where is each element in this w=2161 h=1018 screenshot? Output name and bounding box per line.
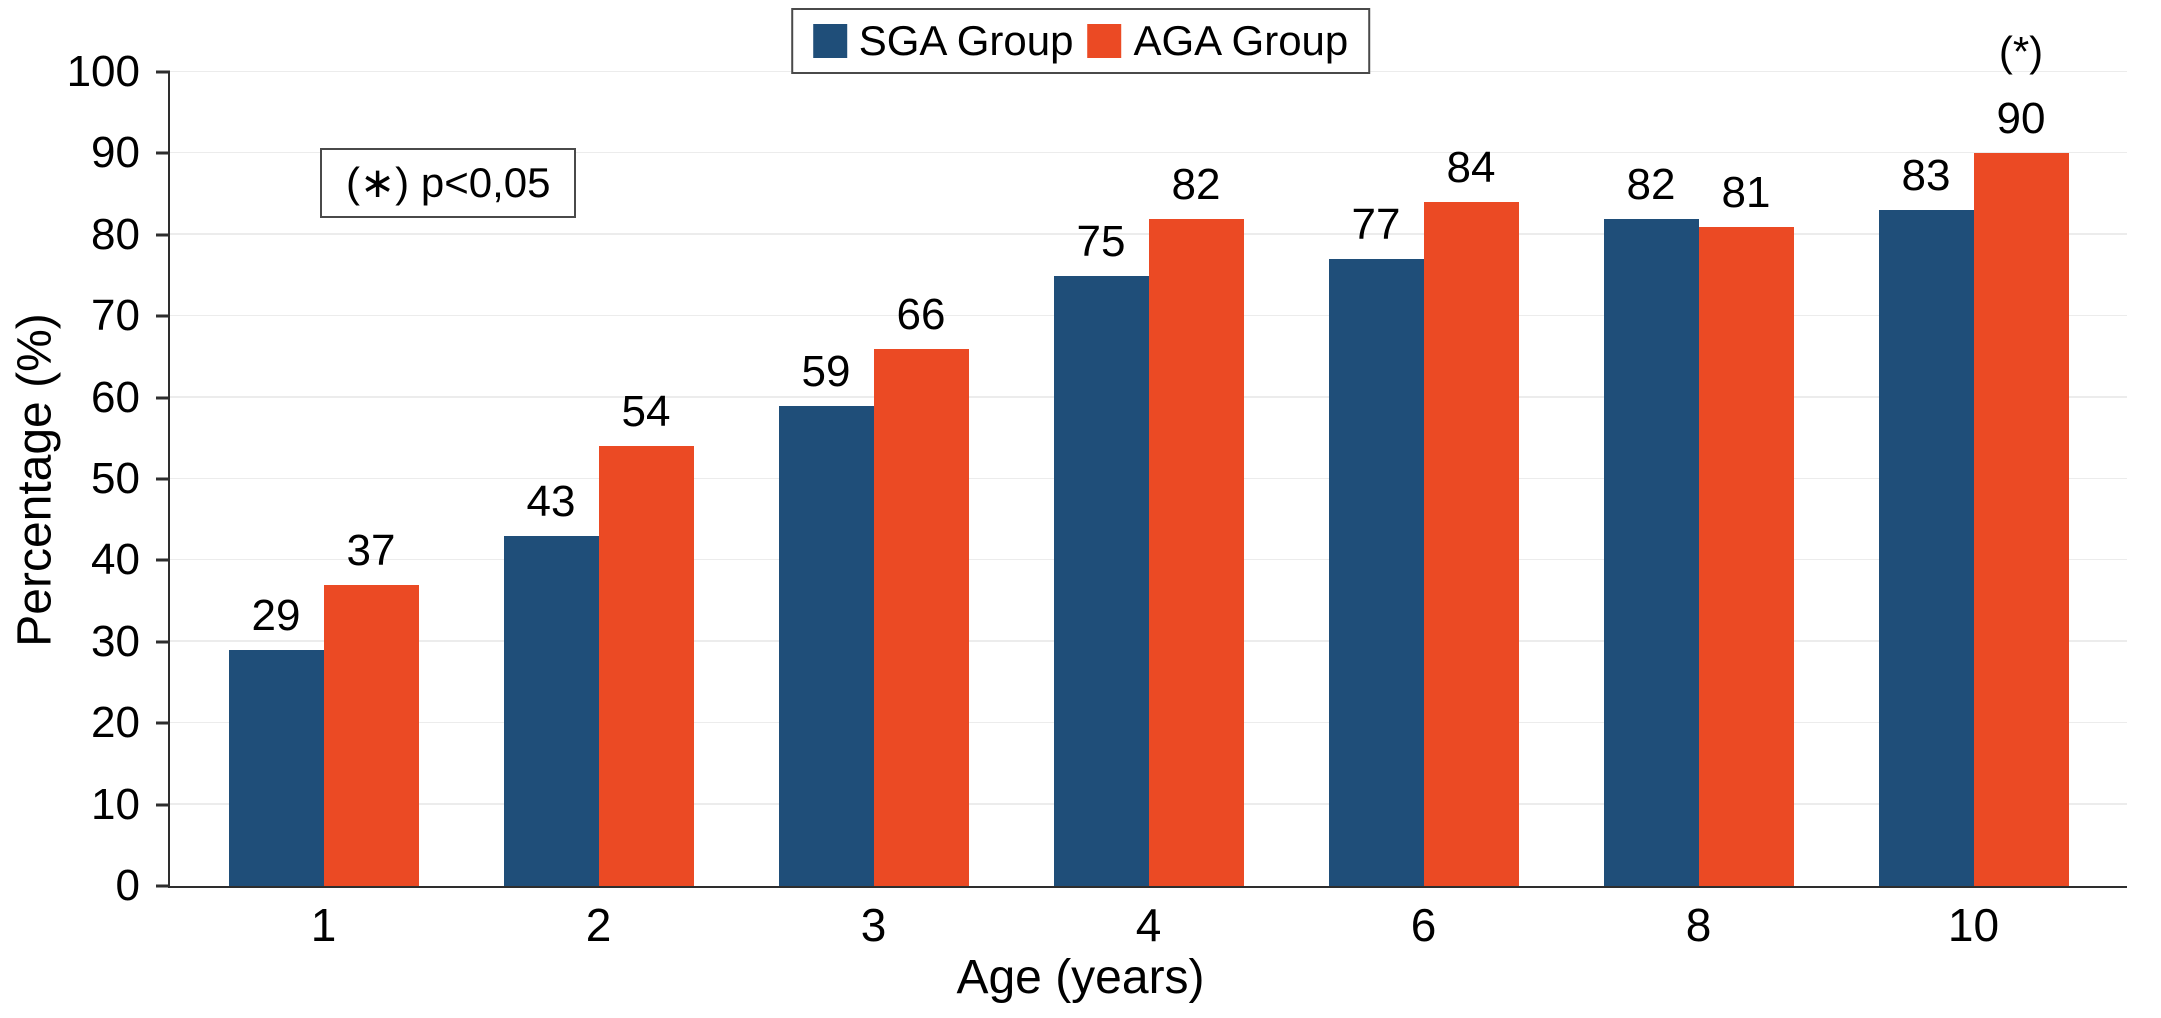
y-tick-label: 10 [91, 779, 140, 829]
bar-value-label: 66 [896, 289, 946, 339]
bar-value-label: 82 [1171, 159, 1221, 209]
y-tick-label: 30 [91, 616, 140, 666]
bar-value-label: 54 [621, 387, 671, 437]
sga-bar: 75 [1053, 219, 1149, 886]
legend-item-sga: SGA Group [812, 17, 1074, 64]
bar-value-label: 90 [1996, 94, 2046, 144]
y-tick-mark [156, 151, 170, 155]
y-tick-label: 90 [91, 128, 140, 178]
y-tick-mark [156, 721, 170, 725]
y-axis-title: Percentage (%) [8, 313, 62, 647]
legend-label-aga: AGA Group [1133, 17, 1349, 64]
y-tick-mark [156, 803, 170, 807]
y-tick-label: 70 [91, 291, 140, 341]
bar-group: 77 84 6 [1328, 72, 1519, 948]
aga-bar: 37 [323, 528, 419, 886]
sga-bar: 43 [503, 479, 599, 886]
y-tick-mark [156, 640, 170, 644]
x-tick-label: 8 [1685, 899, 1712, 951]
y-axis-title-container: Percentage (%) [0, 72, 70, 888]
y-tick-mark [156, 396, 170, 400]
bar-group: 83 90 (*) 10 [1878, 31, 2069, 948]
y-tick-mark [156, 884, 170, 888]
bar-group: 82 81 8 [1603, 72, 1794, 948]
significance-marker: (*) [1998, 28, 2044, 76]
y-tick-mark [156, 233, 170, 237]
y-tick-mark [156, 70, 170, 74]
aga-bar: 66 [873, 292, 969, 886]
sga-swatch-icon [812, 24, 847, 59]
bar-value-label: 82 [1626, 159, 1676, 209]
sga-bar: 59 [778, 349, 874, 886]
plot-area: 0 10 20 30 40 50 60 70 80 90 100 29 37 1 43 54 2 59 66 3 75… [67, 31, 2127, 948]
significance-note: (∗) p<0,05 [320, 148, 577, 219]
bar-value-label: 81 [1721, 167, 1771, 217]
bar-group: 29 37 1 [228, 72, 419, 948]
bar-group: 59 66 3 [778, 72, 969, 948]
legend-item-aga: AGA Group [1087, 17, 1349, 64]
x-tick-label: 3 [860, 899, 887, 951]
y-tick-label: 100 [66, 47, 140, 96]
y-tick-label: 50 [91, 454, 140, 503]
bar-value-label: 29 [251, 590, 301, 640]
gridline [170, 151, 2127, 154]
legend-label-sga: SGA Group [858, 17, 1074, 64]
y-tick-mark [156, 558, 170, 562]
x-tick-label: 10 [1947, 899, 2000, 951]
bar-value-label: 43 [526, 476, 576, 526]
sga-bar: 77 [1328, 203, 1424, 886]
legend: SGA Group AGA Group [790, 8, 1371, 75]
y-tick-label: 0 [115, 861, 140, 910]
y-tick-label: 20 [91, 698, 140, 748]
bar-value-label: 77 [1351, 200, 1401, 250]
bar-group: 43 54 2 [503, 72, 694, 948]
y-tick-mark [156, 477, 170, 481]
bar-value-label: 75 [1076, 216, 1126, 266]
bar-value-label: 84 [1446, 143, 1496, 193]
bar-groups: 29 37 1 43 54 2 59 66 3 75 82 4 77 84 6 82 81 8 83 90 (*) 10 [170, 31, 2127, 948]
y-tick-label: 40 [91, 535, 140, 585]
sga-bar: 82 [1603, 162, 1699, 886]
bar-value-label: 59 [801, 346, 851, 396]
aga-swatch-icon [1087, 24, 1122, 59]
sga-bar: 83 [1878, 154, 1974, 886]
x-axis-title: Age (years) [956, 951, 1205, 1004]
x-tick-label: 6 [1410, 899, 1437, 951]
aga-bar: 82 [1148, 162, 1244, 886]
aga-bar: 90 (*) [1973, 31, 2069, 886]
y-tick-label: 60 [91, 372, 140, 422]
x-tick-label: 1 [310, 899, 337, 951]
aga-bar: 81 [1698, 170, 1794, 886]
aga-bar: 84 [1423, 146, 1519, 886]
bar-group: 75 82 4 [1053, 72, 1244, 948]
aga-bar: 54 [598, 390, 694, 886]
bar-value-label: 83 [1901, 151, 1951, 201]
bar-value-label: 37 [346, 525, 396, 575]
x-tick-label: 2 [585, 899, 612, 951]
y-tick-label: 80 [91, 209, 140, 259]
y-tick-mark [156, 314, 170, 318]
sga-bar: 29 [228, 593, 324, 886]
x-tick-label: 4 [1135, 899, 1162, 951]
